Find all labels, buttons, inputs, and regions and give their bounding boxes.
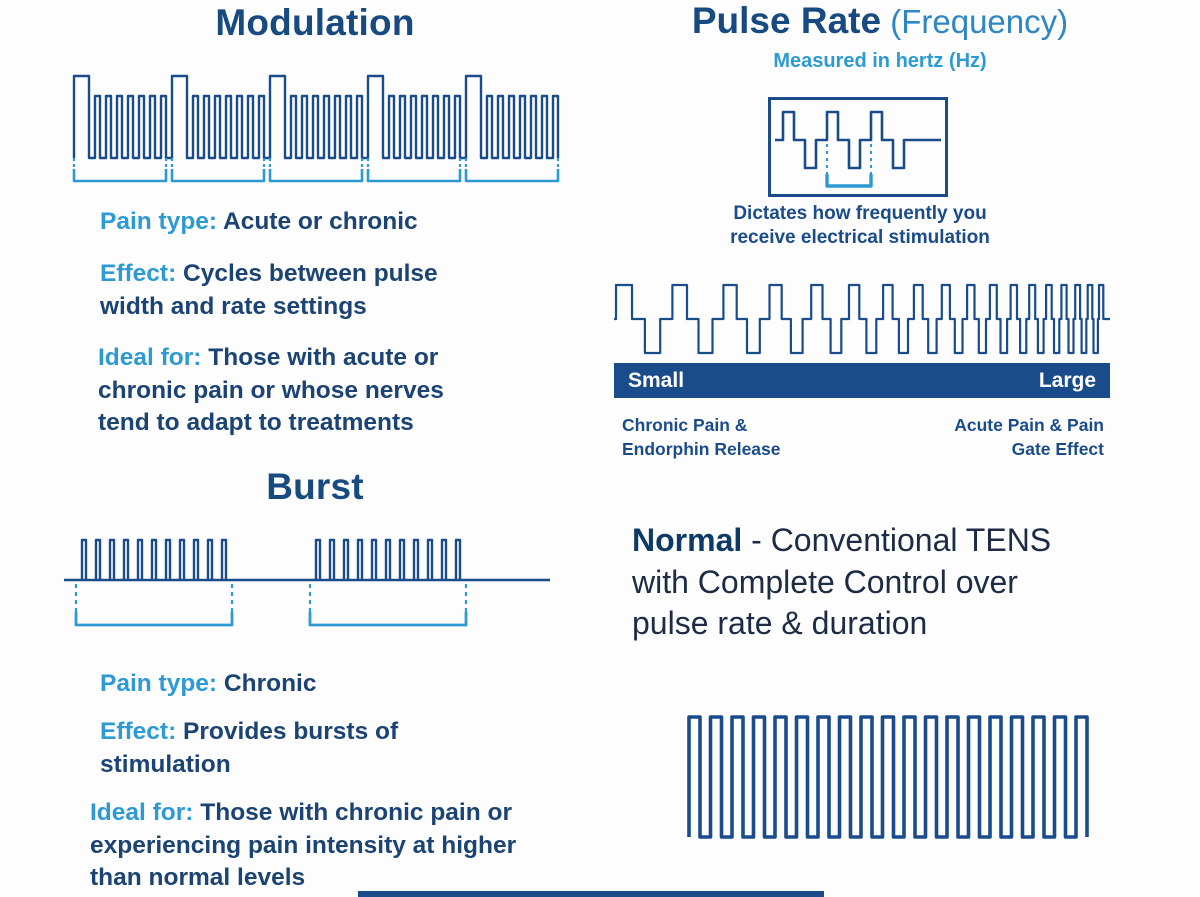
- effect-value: Provides bursts of stimulation: [100, 718, 399, 778]
- modulation-title: Modulation: [215, 2, 415, 43]
- frequency-scale-bar: Small Large: [614, 363, 1110, 398]
- pain-type-value: Chronic: [223, 670, 317, 697]
- pulse-interval-waveform: [775, 110, 941, 188]
- normal-waveform: [687, 715, 1089, 839]
- pain-type-label: Pain type:: [100, 670, 218, 697]
- modulation-pain-type: Pain type: Acute or chronic: [100, 206, 520, 239]
- waveform-path: [825, 174, 873, 188]
- waveform-path: [614, 283, 1110, 355]
- low-frequency-caption: Chronic Pain & Endorphin Release: [622, 415, 781, 459]
- waveform-path: [826, 144, 872, 174]
- pulse-rate-subtitle: Measured in hertz (Hz): [773, 50, 987, 72]
- high-frequency-caption: Acute Pain & Pain Gate Effect: [954, 415, 1104, 459]
- frequency-sweep-waveform: [614, 283, 1110, 355]
- modulation-effect: Effect: Cycles between pulse width and r…: [100, 258, 485, 323]
- waveform-path: [74, 612, 468, 627]
- normal-description-text: - Conventional TENS with Complete Contro…: [632, 522, 1052, 642]
- effect-label: Effect:: [100, 718, 177, 745]
- pulse-rate-diagram-box: [768, 97, 948, 197]
- waveform-path: [72, 74, 560, 160]
- ideal-for-value: Those with chronic pain or experiencing …: [90, 799, 517, 892]
- pain-type-value: Acute or chronic: [223, 208, 418, 235]
- pulse-rate-title-suffix: (Frequency): [881, 3, 1069, 40]
- waveform-path: [775, 110, 941, 170]
- waveform-path: [74, 584, 468, 612]
- effect-label: Effect:: [100, 260, 177, 287]
- normal-description: Normal - Conventional TENS with Complete…: [632, 520, 1102, 645]
- modulation-waveform: [72, 74, 560, 183]
- pulse-rate-title-main: Pulse Rate: [691, 0, 882, 41]
- pain-type-label: Pain type:: [100, 208, 218, 235]
- burst-title: Burst: [266, 466, 364, 507]
- frequency-scale-captions: Chronic Pain & Endorphin Release Acute P…: [622, 414, 1104, 461]
- burst-waveform: [64, 538, 550, 627]
- scale-large-label: Large: [1038, 368, 1096, 392]
- normal-title: Normal: [632, 522, 743, 558]
- effect-value: Cycles between pulse width and rate sett…: [100, 260, 438, 320]
- modulation-ideal-for: Ideal for: Those with acute or chronic p…: [98, 342, 493, 440]
- ideal-for-label: Ideal for:: [98, 344, 202, 371]
- waveform-path: [72, 169, 560, 183]
- waveform-path: [64, 538, 550, 582]
- waveform-path: [72, 158, 560, 169]
- burst-pain-type: Pain type: Chronic: [100, 668, 520, 701]
- pulse-rate-title: Pulse Rate (Frequency): [600, 0, 1160, 42]
- scale-small-label: Small: [628, 368, 685, 392]
- cropped-bottom-bar: [358, 891, 824, 897]
- pulse-rate-caption: Dictates how frequently you receive elec…: [730, 203, 990, 248]
- burst-effect: Effect: Provides bursts of stimulation: [100, 716, 485, 781]
- ideal-for-value: Those with acute or chronic pain or whos…: [98, 344, 444, 437]
- burst-ideal-for: Ideal for: Those with chronic pain or ex…: [90, 797, 535, 895]
- ideal-for-label: Ideal for:: [90, 799, 194, 826]
- waveform-path: [687, 715, 1089, 839]
